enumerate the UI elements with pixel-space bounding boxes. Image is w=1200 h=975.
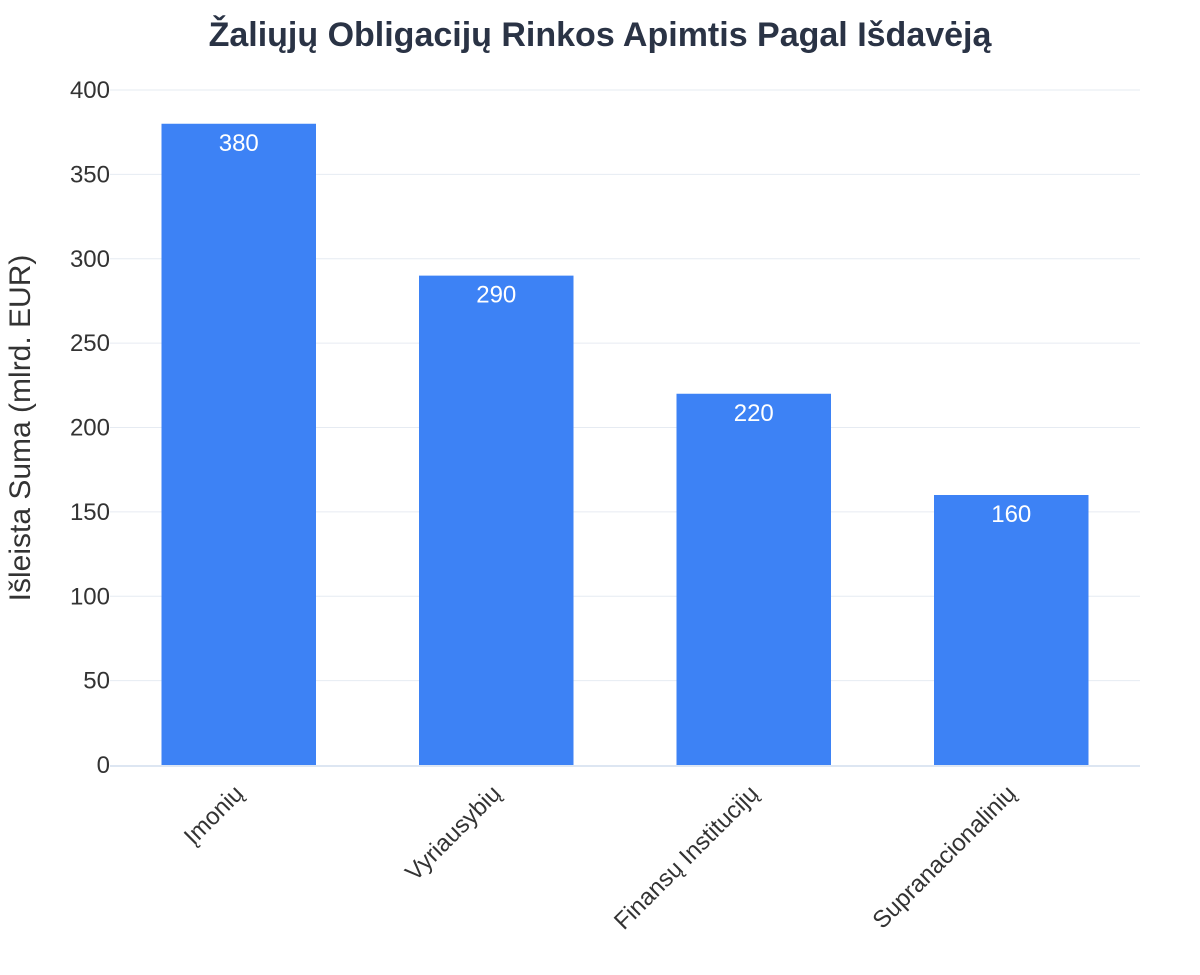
- y-tick-label: 400: [70, 77, 110, 104]
- y-tick-label: 100: [70, 583, 110, 610]
- x-tick-label: Supranacionalinių: [867, 780, 1021, 934]
- y-axis-label: Išleista Suma (mlrd. EUR): [4, 255, 37, 602]
- bar-value-label: 290: [476, 282, 516, 309]
- bar: [934, 495, 1089, 765]
- y-tick-label: 0: [97, 752, 110, 779]
- x-tick-label: Įmonių: [179, 780, 249, 850]
- x-axis-ticks: Įmonių Vyriausybių Finansų Institucijų Supr…: [179, 780, 1022, 935]
- y-tick-label: 300: [70, 246, 110, 273]
- y-tick-label: 350: [70, 161, 110, 188]
- y-tick-label: 250: [70, 330, 110, 357]
- bar-value-label: 160: [991, 501, 1031, 528]
- bar-value-label: 220: [734, 400, 774, 427]
- y-tick-label: 150: [70, 499, 110, 526]
- y-axis-ticks: 0 50 100 150 200 250 300 350 400: [70, 77, 110, 779]
- bar: [419, 275, 574, 765]
- y-tick-label: 50: [83, 668, 110, 695]
- bar-value-label: 380: [219, 130, 259, 157]
- chart-title: Žaliųjų Obligacijų Rinkos Apimtis Pagal …: [209, 16, 993, 54]
- y-tick-label: 200: [70, 415, 110, 442]
- x-tick-label: Finansų Institucijų: [609, 780, 764, 935]
- bar: [676, 393, 831, 765]
- bars: [161, 123, 1089, 765]
- bar: [161, 123, 316, 765]
- data-labels: 380 290 220 160: [219, 130, 1032, 528]
- x-tick-label: Vyriausybių: [400, 780, 506, 886]
